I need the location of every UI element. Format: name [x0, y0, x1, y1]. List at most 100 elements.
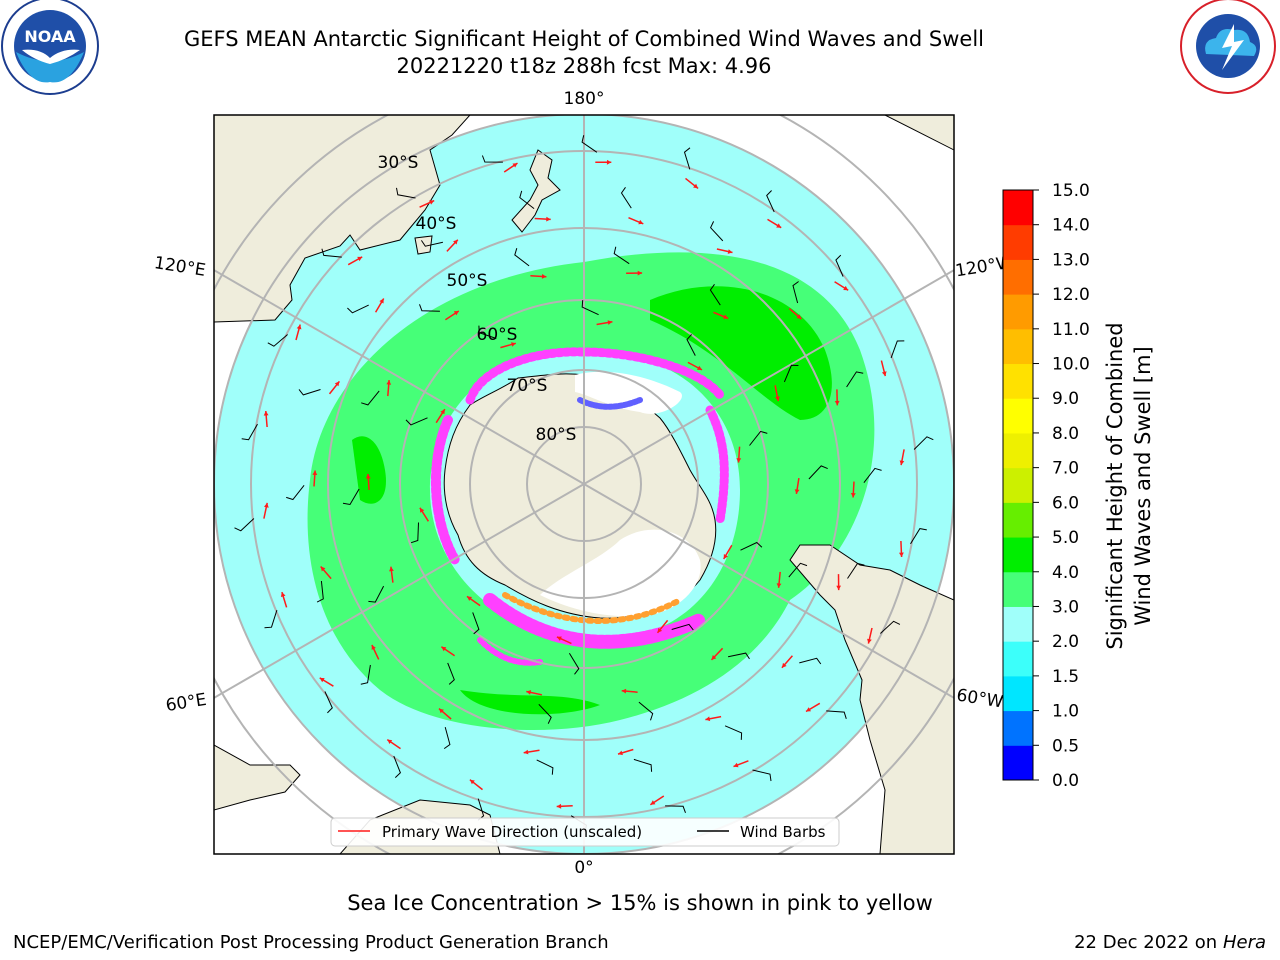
wave-arrow-head	[319, 677, 325, 683]
lon-label-0: 0°	[574, 858, 593, 878]
footer-date: 22 Dec 2022 on Hera	[1074, 932, 1266, 953]
wind-barb	[264, 609, 278, 629]
wave-arrow-head	[320, 566, 326, 572]
wave-arrow-head	[387, 739, 393, 744]
wind-barb	[752, 769, 772, 782]
wave-arrow-head	[850, 493, 856, 498]
wave-arrow-head	[541, 274, 547, 279]
wave-arrow-head	[733, 762, 739, 768]
colorbar-tick-label: 9.0	[1052, 389, 1079, 409]
colorbar-segment	[1003, 224, 1033, 260]
colorbar-segment	[1003, 606, 1033, 642]
wave-arrow-head	[781, 662, 787, 668]
wind-barb	[267, 334, 288, 347]
wind-barb	[321, 248, 342, 258]
wave-arrow-head	[469, 779, 475, 785]
wind-barb	[766, 190, 775, 213]
colorbar-segment	[1003, 432, 1033, 469]
chart-title: GEFS MEAN Antarctic Significant Height o…	[183, 27, 985, 51]
wave-arrow-head	[637, 270, 643, 276]
colorbar-segment	[1003, 675, 1033, 712]
wind-barb	[709, 284, 721, 306]
wind-barb	[368, 585, 385, 603]
wave-arrow-head	[650, 800, 656, 805]
wind-barb	[538, 703, 552, 724]
lon-label-60W: 60°W	[955, 685, 1005, 712]
wave-arrow-head	[607, 320, 613, 325]
wave-arrow-head	[389, 566, 394, 572]
lat-label-80S: 80°S	[536, 425, 577, 445]
map-legend: Primary Wave Direction (unscaled) Wind B…	[330, 817, 840, 847]
noaa-logo-text: NOAA	[24, 27, 76, 46]
wave-arrow-head	[357, 256, 363, 262]
lat-label-40S: 40°S	[416, 214, 457, 234]
lon-label-120E: 120°E	[153, 253, 207, 281]
wave-arrow-head	[439, 708, 444, 714]
forecast-subtitle: 20221220 t18z 288h fcst Max: 4.96	[396, 54, 772, 78]
wind-barb	[393, 755, 401, 778]
wind-barb	[665, 805, 686, 813]
wave-arrow-head	[723, 314, 729, 319]
wind-barb	[347, 304, 369, 314]
wave-arrow-head	[419, 507, 425, 513]
nws-logo	[1180, 0, 1276, 94]
wave-arrow-head	[556, 636, 562, 641]
lat-label-60S: 60°S	[477, 325, 518, 345]
wave-direction-arrows	[263, 159, 905, 809]
colorbar-segment	[1003, 641, 1033, 677]
wave-arrow-head	[546, 216, 551, 222]
colorbar-tick-label: 2.0	[1052, 632, 1079, 652]
wave-arrow-head	[280, 592, 286, 597]
wave-arrow-head	[736, 458, 742, 463]
wave-arrow-head	[526, 690, 532, 695]
wind-barb	[581, 135, 598, 153]
wave-arrow-head	[512, 163, 518, 168]
wave-arrow-head	[899, 552, 904, 557]
weddell-sea-ice	[540, 529, 701, 617]
wave-arrow-head	[606, 159, 612, 165]
wind-barb	[890, 340, 905, 359]
colorbar-tick-label: 7.0	[1052, 459, 1079, 479]
colorbar-segment	[1003, 502, 1033, 538]
lat-label-30S: 30°S	[378, 153, 419, 173]
colorbar-tick-label: 6.0	[1052, 493, 1079, 513]
wave-arrow-head	[511, 342, 516, 347]
wind-barb	[405, 417, 428, 426]
footer-credit: NCEP/EMC/Verification Post Processing Pr…	[13, 932, 609, 953]
ross-ice-shelf	[575, 371, 682, 414]
colorbar-segment	[1003, 571, 1033, 607]
colorbar-frame	[1002, 189, 1034, 781]
colorbar-tick-label: 15.0	[1052, 181, 1090, 201]
colorbar-segment	[1003, 398, 1033, 434]
colorbar-segment	[1003, 190, 1033, 226]
wind-barb	[788, 562, 808, 578]
map-border	[213, 114, 955, 855]
wave-arrow-head	[334, 381, 340, 387]
land-south-america	[789, 544, 954, 854]
wave-arrow-head	[453, 311, 459, 316]
colorbar-segment	[1003, 294, 1033, 330]
colorbar-segment	[1003, 745, 1033, 781]
wind-barb	[638, 701, 654, 721]
colorbar-tick-label: 3.0	[1052, 597, 1079, 617]
wind-barb	[396, 187, 416, 199]
wave-arrow-head	[657, 627, 663, 633]
wave-arrow-head	[296, 324, 302, 330]
wind-barb	[913, 436, 934, 450]
wave-arrow-head	[618, 750, 623, 756]
colorbar-tick-label: 5.0	[1052, 528, 1079, 548]
colorbar-tick-label: 1.0	[1052, 702, 1079, 722]
colorbar-tick-label: 14.0	[1052, 216, 1090, 236]
wave-arrow-head	[723, 554, 728, 559]
wave-arrow-head	[365, 473, 371, 479]
wave-arrow-head	[776, 223, 782, 228]
wind-barb	[568, 653, 580, 675]
wind-barbs	[234, 135, 934, 833]
wave-arrow-head	[899, 460, 905, 466]
wave-arrow-head	[796, 314, 802, 319]
wind-barb	[298, 389, 321, 396]
wind-barb	[671, 623, 694, 631]
wind-barb	[286, 484, 305, 501]
wave-arrow-head	[638, 219, 644, 225]
lon-label-180: 180°	[564, 89, 605, 109]
